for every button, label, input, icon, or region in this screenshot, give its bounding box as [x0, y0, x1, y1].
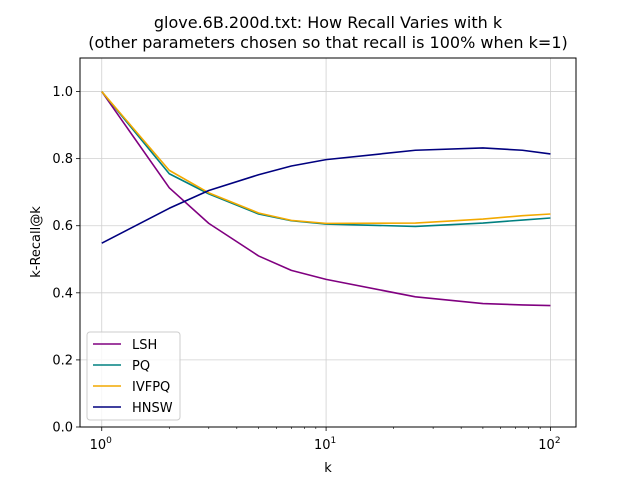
series-lines	[101, 91, 551, 307]
y-axis-ticks: 0.0 0.2 0.4 0.6 0.8 1.0	[52, 85, 80, 436]
legend-label-pq: PQ	[132, 359, 150, 374]
series-line-lsh	[101, 91, 551, 307]
y-axis-label: k-Recall@k	[29, 206, 44, 278]
legend: LSH PQ IVFPQ HNSW	[86, 331, 181, 421]
series-line-ivfpq	[101, 91, 551, 225]
chart-title: glove.6B.200d.txt: How Recall Varies wit…	[154, 13, 503, 32]
y-tick-label: 0.2	[52, 353, 73, 368]
y-tick-label: 0.8	[52, 152, 73, 167]
y-tick-label: 0.4	[52, 286, 73, 301]
x-axis-label: k	[324, 461, 332, 476]
x-tick-label: 101	[314, 436, 336, 453]
y-tick-label: 0.0	[52, 421, 73, 436]
y-tick-label: 1.0	[52, 85, 73, 100]
y-tick-label: 0.6	[52, 219, 73, 234]
legend-label-ivfpq: IVFPQ	[132, 380, 170, 395]
legend-label-lsh: LSH	[132, 338, 157, 353]
legend-box	[86, 331, 181, 421]
chart-subtitle: (other parameters chosen so that recall …	[88, 33, 568, 52]
legend-label-hnsw: HNSW	[132, 401, 173, 416]
x-axis-ticks: 100 101 102	[90, 427, 561, 453]
x-tick-label: 100	[90, 436, 113, 453]
plot-frame	[79, 57, 577, 428]
legend-items: LSH PQ IVFPQ HNSW	[93, 338, 173, 416]
x-tick-label: 102	[538, 436, 560, 453]
series-line-hnsw	[101, 147, 551, 244]
